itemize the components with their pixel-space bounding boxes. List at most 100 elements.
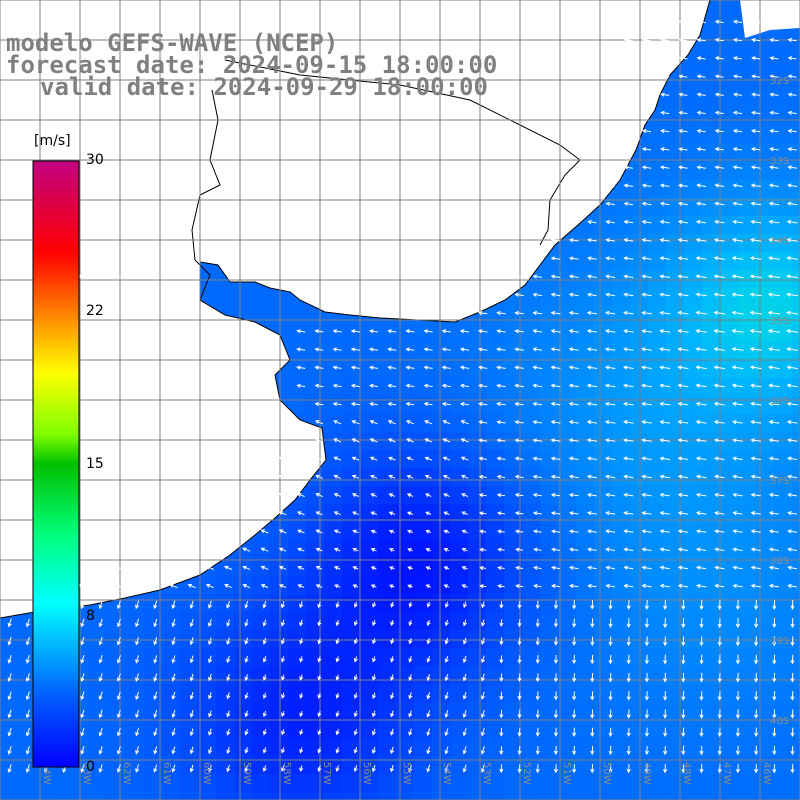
wind-arrow — [731, 401, 744, 406]
speed-cell — [702, 702, 721, 721]
wind-arrow — [786, 256, 798, 261]
speed-cell — [378, 324, 397, 343]
speed-cell — [450, 432, 469, 451]
speed-cell — [378, 414, 397, 433]
wind-arrow — [717, 599, 722, 611]
wind-arrow — [713, 365, 726, 370]
wind-arrow — [623, 56, 633, 61]
wind-arrow — [626, 618, 631, 629]
wind-arrow — [278, 565, 287, 570]
wind-arrow — [372, 619, 377, 627]
wind-arrow — [390, 638, 395, 645]
wind-arrow — [353, 619, 358, 627]
speed-cell — [18, 774, 37, 793]
speed-cell — [576, 468, 595, 487]
speed-cell — [738, 720, 757, 739]
speed-cell — [684, 108, 703, 127]
wind-arrow — [532, 511, 542, 516]
speed-cell — [702, 756, 721, 775]
wind-arrow — [535, 636, 540, 646]
wind-arrow — [768, 438, 780, 443]
wind-arrow — [786, 365, 798, 370]
wind-arrow — [532, 420, 543, 425]
wind-arrow — [389, 584, 395, 589]
wind-arrow — [714, 110, 724, 115]
speed-cell — [486, 522, 505, 541]
wind-arrow — [714, 183, 725, 188]
speed-cell — [522, 612, 541, 631]
speed-cell — [324, 486, 343, 505]
speed-cell — [288, 684, 307, 703]
speed-cell — [198, 738, 217, 757]
speed-cell — [540, 774, 559, 793]
wind-arrow — [553, 600, 559, 610]
speed-cell — [774, 468, 793, 487]
speed-cell — [648, 306, 667, 325]
wind-arrow — [25, 673, 30, 682]
speed-cell — [396, 342, 415, 361]
speed-cell — [594, 252, 613, 271]
speed-cell — [198, 774, 217, 793]
wind-arrow — [772, 709, 777, 719]
wind-arrow — [372, 692, 377, 700]
wind-arrow — [604, 401, 616, 406]
speed-cell — [252, 702, 271, 721]
speed-cell — [702, 324, 721, 343]
wind-arrow — [681, 636, 686, 647]
wind-arrow — [532, 347, 543, 352]
speed-cell — [324, 378, 343, 397]
speed-cell — [558, 486, 577, 505]
speed-cell — [252, 756, 271, 775]
longitude-label: 63W — [81, 762, 92, 785]
wind-arrow — [299, 765, 304, 772]
wind-arrow — [171, 710, 176, 718]
wind-arrow — [659, 256, 670, 261]
speed-cell — [414, 414, 433, 433]
speed-cell — [432, 522, 451, 541]
wind-arrow — [732, 92, 743, 97]
wind-arrow — [660, 147, 670, 152]
speed-cell — [180, 720, 199, 739]
speed-cell — [702, 108, 721, 127]
speed-cell — [720, 450, 739, 469]
wind-arrow — [732, 128, 743, 134]
longitude-label: 49W — [641, 762, 652, 785]
wind-arrow — [297, 547, 305, 552]
wind-arrow — [461, 547, 468, 552]
wind-arrow — [532, 365, 543, 370]
speed-cell — [360, 450, 379, 469]
speed-cell — [684, 360, 703, 379]
wind-arrow — [350, 401, 360, 407]
longitude-label: 64W — [41, 762, 52, 785]
wind-arrow — [623, 74, 633, 79]
speed-cell — [432, 720, 451, 739]
wind-arrow — [767, 310, 781, 315]
wind-arrow — [352, 529, 359, 534]
wind-arrow — [424, 493, 432, 498]
wind-arrow — [189, 655, 194, 664]
speed-cell — [324, 360, 343, 379]
speed-cell — [396, 612, 415, 631]
wind-arrow — [550, 292, 561, 297]
speed-cell — [288, 306, 307, 325]
speed-cell — [324, 594, 343, 613]
wind-arrow — [532, 383, 543, 388]
wind-arrow — [299, 729, 304, 736]
speed-cell — [774, 594, 793, 613]
speed-cell — [576, 342, 595, 361]
speed-cell — [450, 378, 469, 397]
wind-arrow — [444, 710, 449, 719]
wind-arrow — [460, 474, 469, 479]
speed-cell — [18, 684, 37, 703]
wind-arrow — [388, 529, 395, 534]
speed-cell — [432, 702, 451, 721]
wind-arrow — [623, 456, 634, 461]
wind-arrow — [535, 727, 540, 737]
speed-cell — [342, 720, 361, 739]
speed-cell — [468, 432, 487, 451]
speed-cell — [774, 522, 793, 541]
longitude-label: 51W — [561, 762, 572, 785]
speed-cell — [162, 738, 181, 757]
speed-cell — [774, 360, 793, 379]
